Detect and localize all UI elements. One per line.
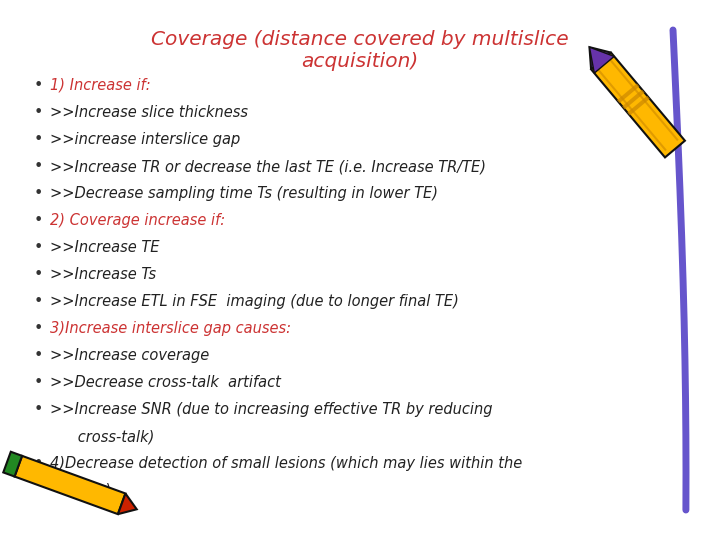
Text: 4)Decrease detection of small lesions (which may lies within the: 4)Decrease detection of small lesions (w… (50, 456, 522, 471)
Text: •: • (33, 159, 42, 174)
Text: •: • (33, 321, 42, 336)
Text: •: • (33, 456, 42, 471)
Text: >>Increase slice thickness: >>Increase slice thickness (50, 105, 248, 120)
Text: >>Increase Ts: >>Increase Ts (50, 267, 156, 282)
Polygon shape (591, 52, 685, 157)
Polygon shape (14, 456, 125, 514)
Text: •: • (33, 132, 42, 147)
Text: >>Increase ETL in FSE  imaging (due to longer final TE): >>Increase ETL in FSE imaging (due to lo… (50, 294, 459, 309)
Text: •: • (33, 402, 42, 417)
Text: •: • (33, 240, 42, 255)
Text: gap): gap) (50, 483, 111, 498)
Polygon shape (590, 47, 614, 73)
Text: Coverage (distance covered by multislice: Coverage (distance covered by multislice (151, 30, 569, 49)
Text: >>Increase coverage: >>Increase coverage (50, 348, 210, 363)
Text: >>increase interslice gap: >>increase interslice gap (50, 132, 240, 147)
Text: •: • (33, 186, 42, 201)
Polygon shape (617, 83, 639, 103)
Text: •: • (33, 267, 42, 282)
Text: cross-talk): cross-talk) (50, 429, 154, 444)
Text: >>Decrease sampling time Ts (resulting in lower TE): >>Decrease sampling time Ts (resulting i… (50, 186, 438, 201)
Text: 1) Increase if:: 1) Increase if: (50, 78, 150, 93)
Text: >>Decrease cross-talk  artifact: >>Decrease cross-talk artifact (50, 375, 281, 390)
Text: •: • (33, 348, 42, 363)
Text: •: • (33, 294, 42, 309)
Text: 2) Coverage increase if:: 2) Coverage increase if: (50, 213, 225, 228)
Polygon shape (590, 47, 611, 69)
Text: >>Increase SNR (due to increasing effective TR by reducing: >>Increase SNR (due to increasing effect… (50, 402, 492, 417)
Text: 3)Increase interslice gap causes:: 3)Increase interslice gap causes: (50, 321, 291, 336)
Text: >>Increase TE: >>Increase TE (50, 240, 160, 255)
Text: •: • (33, 105, 42, 120)
Text: •: • (33, 78, 42, 93)
Polygon shape (627, 96, 649, 116)
Polygon shape (118, 494, 137, 514)
Polygon shape (4, 452, 22, 476)
Text: >>Increase TR or decrease the last TE (i.e. Increase TR/TE): >>Increase TR or decrease the last TE (i… (50, 159, 486, 174)
Polygon shape (622, 90, 644, 110)
Text: •: • (33, 213, 42, 228)
Text: acquisition): acquisition) (302, 52, 418, 71)
Text: •: • (33, 375, 42, 390)
